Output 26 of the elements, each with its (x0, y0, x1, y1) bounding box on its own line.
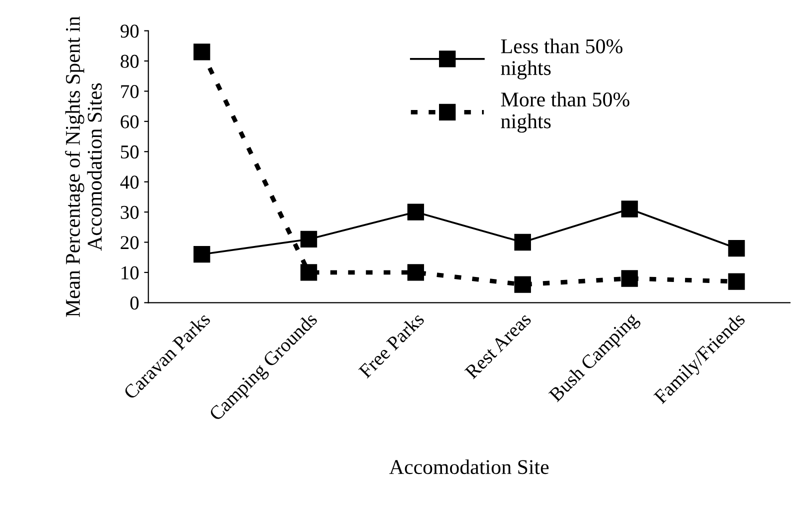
point (621, 270, 638, 287)
y-tick-label: 30 (120, 206, 139, 219)
y-tick-label: 0 (130, 296, 139, 310)
point (728, 273, 745, 290)
y-tick-label: 90 (120, 24, 139, 38)
point (300, 230, 318, 248)
y-axis-title: Mean Percentage of Nights Spent in Accomodation Sites (65, 16, 102, 317)
point (194, 44, 210, 60)
legend-label: More than 50% nights (500, 92, 630, 133)
x-axis-title: Accomodation Site (389, 459, 549, 474)
y-tick-label: 60 (120, 115, 139, 128)
point (407, 204, 424, 220)
point (728, 240, 745, 257)
y-tick-label: 50 (121, 145, 139, 159)
point (194, 246, 210, 263)
y-tick-label: 40 (120, 176, 139, 189)
point (300, 264, 318, 281)
y-tick-label: 20 (120, 236, 139, 250)
point (407, 264, 424, 281)
y-tick-label: 10 (122, 266, 139, 280)
y-tick-label: 70 (121, 85, 139, 98)
point (514, 276, 531, 293)
point (621, 200, 638, 218)
point (514, 234, 531, 251)
legend-label: Less than 50% nights (500, 38, 622, 80)
y-tick-label: 80 (120, 54, 139, 68)
